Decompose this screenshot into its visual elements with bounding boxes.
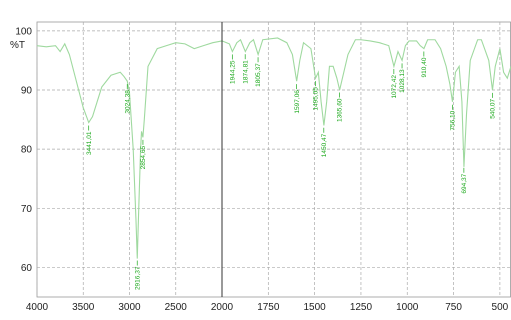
peak-label: 1874,81 bbox=[242, 60, 249, 84]
x-tick-label: 3500 bbox=[72, 302, 95, 313]
y-tick-label: 100 bbox=[15, 26, 32, 37]
plot-frame bbox=[36, 21, 511, 298]
x-tick-label: 750 bbox=[445, 302, 462, 313]
spectrum-line bbox=[221, 37, 511, 167]
peak-label: 910,40 bbox=[421, 57, 428, 77]
peak-label: 540,07 bbox=[490, 99, 497, 119]
peak-label: 1365,60 bbox=[337, 98, 344, 122]
x-tick-label: 1750 bbox=[257, 302, 280, 313]
peak-label: 2854,65 bbox=[140, 146, 147, 170]
x-tick-label: 1250 bbox=[350, 302, 373, 313]
x-tick-label: 4000 bbox=[26, 302, 49, 313]
peak-label: 694,37 bbox=[461, 173, 468, 193]
peak-label: 3024,38 bbox=[124, 90, 131, 114]
x-tick-label: 2500 bbox=[165, 302, 188, 313]
peak-label: 1072,42 bbox=[391, 75, 398, 99]
peak-label: 1028,13 bbox=[399, 69, 406, 93]
peak-label: 1495,05 bbox=[313, 87, 320, 111]
y-tick-label: 70 bbox=[21, 204, 33, 215]
peak-label: 3441,01 bbox=[86, 131, 93, 155]
peak-label: 1450,47 bbox=[321, 133, 328, 157]
y-axis-label: %T bbox=[10, 40, 25, 51]
x-tick-label: 1000 bbox=[396, 302, 419, 313]
y-tick-label: 80 bbox=[21, 145, 33, 156]
x-tick-label: 3000 bbox=[118, 302, 141, 313]
peak-label: 756,10 bbox=[450, 110, 457, 130]
spectrum-line bbox=[36, 40, 223, 259]
y-tick-label: 90 bbox=[21, 86, 33, 97]
peak-label: 1597,06 bbox=[294, 90, 301, 114]
peak-label: 2916,37 bbox=[134, 266, 141, 290]
x-tick-label: 2000 bbox=[211, 302, 234, 313]
peak-label: 1805,37 bbox=[255, 63, 262, 87]
y-tick-label: 60 bbox=[21, 263, 33, 274]
x-tick-label: 1500 bbox=[304, 302, 327, 313]
peak-label: 1944,25 bbox=[230, 60, 237, 84]
x-tick-label: 500 bbox=[492, 302, 509, 313]
